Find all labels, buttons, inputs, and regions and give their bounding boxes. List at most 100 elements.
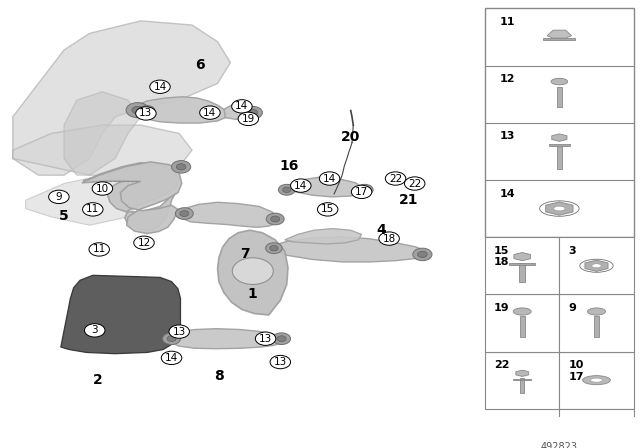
Polygon shape <box>179 202 278 227</box>
FancyBboxPatch shape <box>549 144 570 146</box>
Text: 10
17: 10 17 <box>568 360 584 382</box>
Circle shape <box>172 160 191 173</box>
Circle shape <box>126 103 149 118</box>
Text: 15: 15 <box>321 204 334 215</box>
Polygon shape <box>574 421 625 426</box>
Text: 14: 14 <box>500 189 516 198</box>
Polygon shape <box>274 237 426 262</box>
FancyBboxPatch shape <box>520 315 525 337</box>
Polygon shape <box>552 134 567 141</box>
Circle shape <box>266 243 282 254</box>
Circle shape <box>266 213 284 225</box>
Polygon shape <box>13 21 230 175</box>
Polygon shape <box>287 177 364 197</box>
Circle shape <box>351 185 372 198</box>
Text: 1: 1 <box>248 287 258 301</box>
Circle shape <box>238 112 259 125</box>
Text: 8: 8 <box>214 369 224 383</box>
Circle shape <box>89 243 109 256</box>
Circle shape <box>255 332 276 345</box>
Circle shape <box>404 177 425 190</box>
FancyBboxPatch shape <box>485 352 559 409</box>
Circle shape <box>132 106 143 114</box>
Polygon shape <box>61 275 180 354</box>
Text: 15
18: 15 18 <box>494 246 509 267</box>
FancyBboxPatch shape <box>559 352 634 409</box>
Ellipse shape <box>592 264 601 268</box>
Text: 13: 13 <box>274 357 287 367</box>
Text: 13: 13 <box>140 108 152 118</box>
FancyBboxPatch shape <box>485 9 634 237</box>
Circle shape <box>175 208 193 220</box>
Text: 19: 19 <box>494 303 509 313</box>
Text: 11: 11 <box>500 17 515 27</box>
Circle shape <box>84 323 105 337</box>
FancyBboxPatch shape <box>594 315 599 337</box>
Circle shape <box>273 333 291 345</box>
Text: 12: 12 <box>138 238 150 248</box>
Ellipse shape <box>554 206 565 211</box>
Polygon shape <box>585 260 608 271</box>
Ellipse shape <box>591 378 602 382</box>
Text: 13: 13 <box>259 334 272 344</box>
FancyBboxPatch shape <box>509 263 535 265</box>
Text: 2: 2 <box>92 373 102 388</box>
Circle shape <box>243 106 262 119</box>
Text: 9: 9 <box>568 303 576 313</box>
Ellipse shape <box>551 78 568 85</box>
Polygon shape <box>516 370 529 376</box>
Ellipse shape <box>588 308 605 315</box>
Circle shape <box>143 108 151 113</box>
Circle shape <box>167 336 176 342</box>
FancyBboxPatch shape <box>519 263 525 282</box>
Ellipse shape <box>513 308 531 315</box>
Text: 492823: 492823 <box>541 442 578 448</box>
Circle shape <box>136 107 156 120</box>
Polygon shape <box>26 175 141 225</box>
Text: 3: 3 <box>92 325 98 336</box>
Circle shape <box>418 251 428 258</box>
Circle shape <box>277 336 286 342</box>
Text: 6: 6 <box>195 59 205 73</box>
Polygon shape <box>64 92 141 175</box>
Polygon shape <box>547 30 572 38</box>
Circle shape <box>271 216 280 222</box>
FancyBboxPatch shape <box>557 87 562 107</box>
Polygon shape <box>13 125 192 175</box>
Polygon shape <box>136 97 227 123</box>
Text: 16: 16 <box>280 159 299 173</box>
Text: 11: 11 <box>86 204 99 215</box>
Circle shape <box>356 185 373 195</box>
Circle shape <box>270 355 291 369</box>
Text: 14: 14 <box>294 181 307 190</box>
Circle shape <box>180 211 189 216</box>
Text: 17: 17 <box>355 187 368 197</box>
Text: 14: 14 <box>236 101 248 112</box>
Circle shape <box>140 106 155 116</box>
Text: 22: 22 <box>494 360 509 370</box>
Text: 5: 5 <box>59 209 69 223</box>
Text: 14: 14 <box>165 353 178 363</box>
Polygon shape <box>514 253 531 261</box>
Circle shape <box>232 258 273 284</box>
Circle shape <box>248 109 258 116</box>
Polygon shape <box>285 228 362 244</box>
Circle shape <box>317 202 338 216</box>
FancyBboxPatch shape <box>557 146 562 168</box>
Circle shape <box>232 100 252 113</box>
Circle shape <box>49 190 69 203</box>
Text: 14: 14 <box>323 173 336 184</box>
Text: 22: 22 <box>408 178 421 189</box>
Polygon shape <box>83 163 179 230</box>
FancyBboxPatch shape <box>485 237 559 294</box>
Text: 3: 3 <box>568 246 576 256</box>
Circle shape <box>163 333 180 345</box>
Circle shape <box>92 182 113 195</box>
Circle shape <box>282 187 291 193</box>
FancyBboxPatch shape <box>543 38 575 40</box>
FancyBboxPatch shape <box>559 409 634 437</box>
FancyBboxPatch shape <box>559 294 634 352</box>
Text: 21: 21 <box>399 193 418 207</box>
Circle shape <box>150 80 170 94</box>
Text: 4: 4 <box>376 223 386 237</box>
